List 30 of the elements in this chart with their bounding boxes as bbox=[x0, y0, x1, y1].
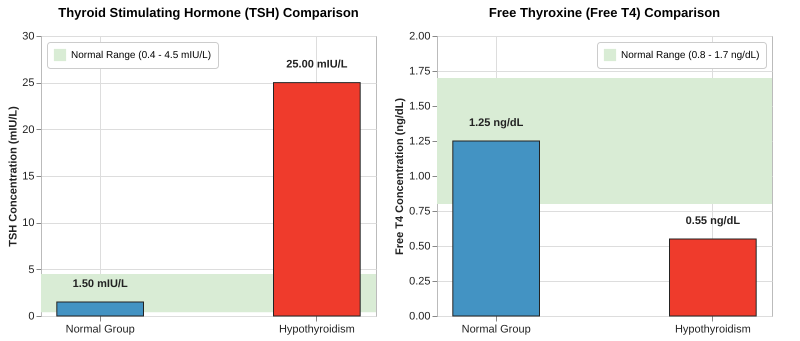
y-axis-title: Free T4 Concentration (ng/dL) bbox=[394, 98, 406, 256]
y-tick-label: 1.75 bbox=[409, 66, 430, 78]
y-tick-label: 1.50 bbox=[409, 100, 430, 112]
x-tick-label: Hypothyroidism bbox=[674, 324, 751, 336]
y-tick-label: 15 bbox=[22, 170, 34, 182]
y-tick-label: 0.00 bbox=[409, 310, 430, 322]
y-tick-label: 10 bbox=[22, 217, 34, 230]
legend-label: Normal Range (0.4 - 4.5 mIU/L) bbox=[71, 50, 212, 61]
y-tick-label: 25 bbox=[22, 77, 34, 90]
y-tick-label: 2.00 bbox=[409, 30, 430, 42]
legend-label: Normal Range (0.8 - 1.7 ng/dL) bbox=[621, 50, 760, 61]
y-tick-label: 0 bbox=[28, 310, 34, 322]
y-axis-title: TSH Concentration (mIU/L) bbox=[7, 106, 20, 247]
y-tick-label: 0.25 bbox=[409, 276, 430, 288]
data-label: 1.25 ng/dL bbox=[468, 117, 524, 129]
data-label: 1.50 mIU/L bbox=[72, 278, 128, 290]
y-tick-label: 1.00 bbox=[409, 170, 430, 182]
data-label: 25.00 mIU/L bbox=[286, 58, 348, 71]
y-tick-label: 20 bbox=[22, 124, 34, 136]
data-label: 0.55 ng/dL bbox=[686, 215, 740, 227]
x-tick-label: Normal Group bbox=[462, 324, 531, 336]
chart-title: Free Thyroxine (Free T4) Comparison bbox=[488, 5, 720, 20]
y-tick-label: 30 bbox=[22, 30, 34, 42]
y-tick-label: 0.50 bbox=[409, 240, 430, 252]
chart-title: Thyroid Stimulating Hormone (TSH) Comparison bbox=[58, 5, 359, 20]
x-tick-label: Hypothyroidism bbox=[278, 324, 355, 336]
y-tick-label: 0.75 bbox=[409, 206, 430, 218]
y-tick-label: 5 bbox=[28, 264, 34, 276]
x-tick-label: Normal Group bbox=[66, 324, 135, 336]
y-tick-label: 1.25 bbox=[409, 136, 430, 148]
